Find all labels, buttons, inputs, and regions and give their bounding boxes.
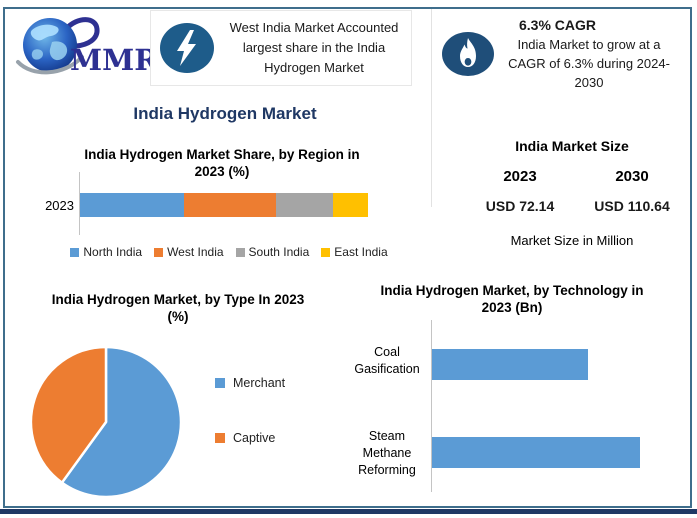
legend-item: East India xyxy=(321,245,388,259)
tech-chart-title: India Hydrogen Market, by Technology in … xyxy=(380,283,644,315)
tech-bar-coal-gasification xyxy=(432,349,588,380)
legend-label: South India xyxy=(248,245,310,259)
region-chart-axis xyxy=(79,172,80,235)
legend-swatch-south xyxy=(235,247,245,257)
tech-bar-steam-methane-reforming xyxy=(432,437,640,468)
region-stacked-bar xyxy=(80,193,368,217)
cagr-text-block: 6.3% CAGR India Market to grow at a CAGR… xyxy=(501,17,677,92)
legend-label: East India xyxy=(334,245,388,259)
legend-swatch-west xyxy=(154,247,164,257)
legend-swatch-east xyxy=(321,247,331,257)
legend-swatch-north xyxy=(70,247,80,257)
bar-segment-east-india xyxy=(333,193,368,217)
legend-label: North India xyxy=(83,245,143,259)
tech-category-smr: Steam Methane Reforming xyxy=(358,429,416,477)
pie-legend-captive: Captive xyxy=(215,431,275,445)
pie-slice-captive xyxy=(29,345,108,484)
highlight-card: West India Market Accounted largest shar… xyxy=(150,10,412,86)
column-divider xyxy=(431,9,432,207)
pie-slice-merchant xyxy=(60,345,183,499)
globe-icon: MMR xyxy=(16,17,159,77)
bar-segment-west-india xyxy=(183,193,276,217)
legend-swatch-merchant xyxy=(215,378,225,388)
cagr-title: 6.3% CAGR xyxy=(519,16,597,33)
bottom-accent-bar xyxy=(0,509,697,514)
logo-text: MMR xyxy=(70,43,150,77)
legend-swatch-captive xyxy=(215,433,225,443)
type-pie-chart xyxy=(29,345,183,499)
market-size-note: Market Size in Million xyxy=(510,233,634,248)
market-size-value-2030: USD 110.64 xyxy=(594,198,670,214)
type-chart-title: India Hydrogen Market, by Type In 2023 (… xyxy=(51,292,305,324)
highlight-text: West India Market Accounted largest shar… xyxy=(229,20,399,75)
cagr-card: 6.3% CAGR India Market to grow at a CAGR… xyxy=(432,10,688,98)
market-size-title: India Market Size xyxy=(515,138,629,154)
market-size-year-2023: 2023 xyxy=(503,168,537,185)
tech-category-coal: Coal Gasification xyxy=(354,345,420,376)
cagr-body: India Market to grow at a CAGR of 6.3% d… xyxy=(508,36,670,90)
legend-label: West India xyxy=(167,245,224,259)
pie-legend-merchant: Merchant xyxy=(215,376,285,390)
bar-segment-north-india xyxy=(80,193,184,217)
region-category-label: 2023 xyxy=(45,198,74,213)
market-size-value-2023: USD 72.14 xyxy=(485,198,555,214)
lightning-icon xyxy=(160,23,214,73)
legend-item: West India xyxy=(154,245,224,259)
legend-item: North India xyxy=(70,245,142,259)
region-chart-title: India Hydrogen Market Share, by Region i… xyxy=(84,147,360,179)
legend-label: Merchant xyxy=(233,376,286,390)
market-size-year-2030: 2030 xyxy=(615,168,649,185)
mmr-logo: MMR xyxy=(12,12,159,84)
flame-icon xyxy=(442,32,494,76)
bar-segment-south-india xyxy=(275,193,334,217)
legend-item: South India xyxy=(235,245,310,259)
tech-chart-axis xyxy=(431,320,432,492)
legend-label: Captive xyxy=(233,431,276,445)
page-title: India Hydrogen Market xyxy=(133,104,317,123)
region-legend: North India West India South India East … xyxy=(64,245,394,259)
